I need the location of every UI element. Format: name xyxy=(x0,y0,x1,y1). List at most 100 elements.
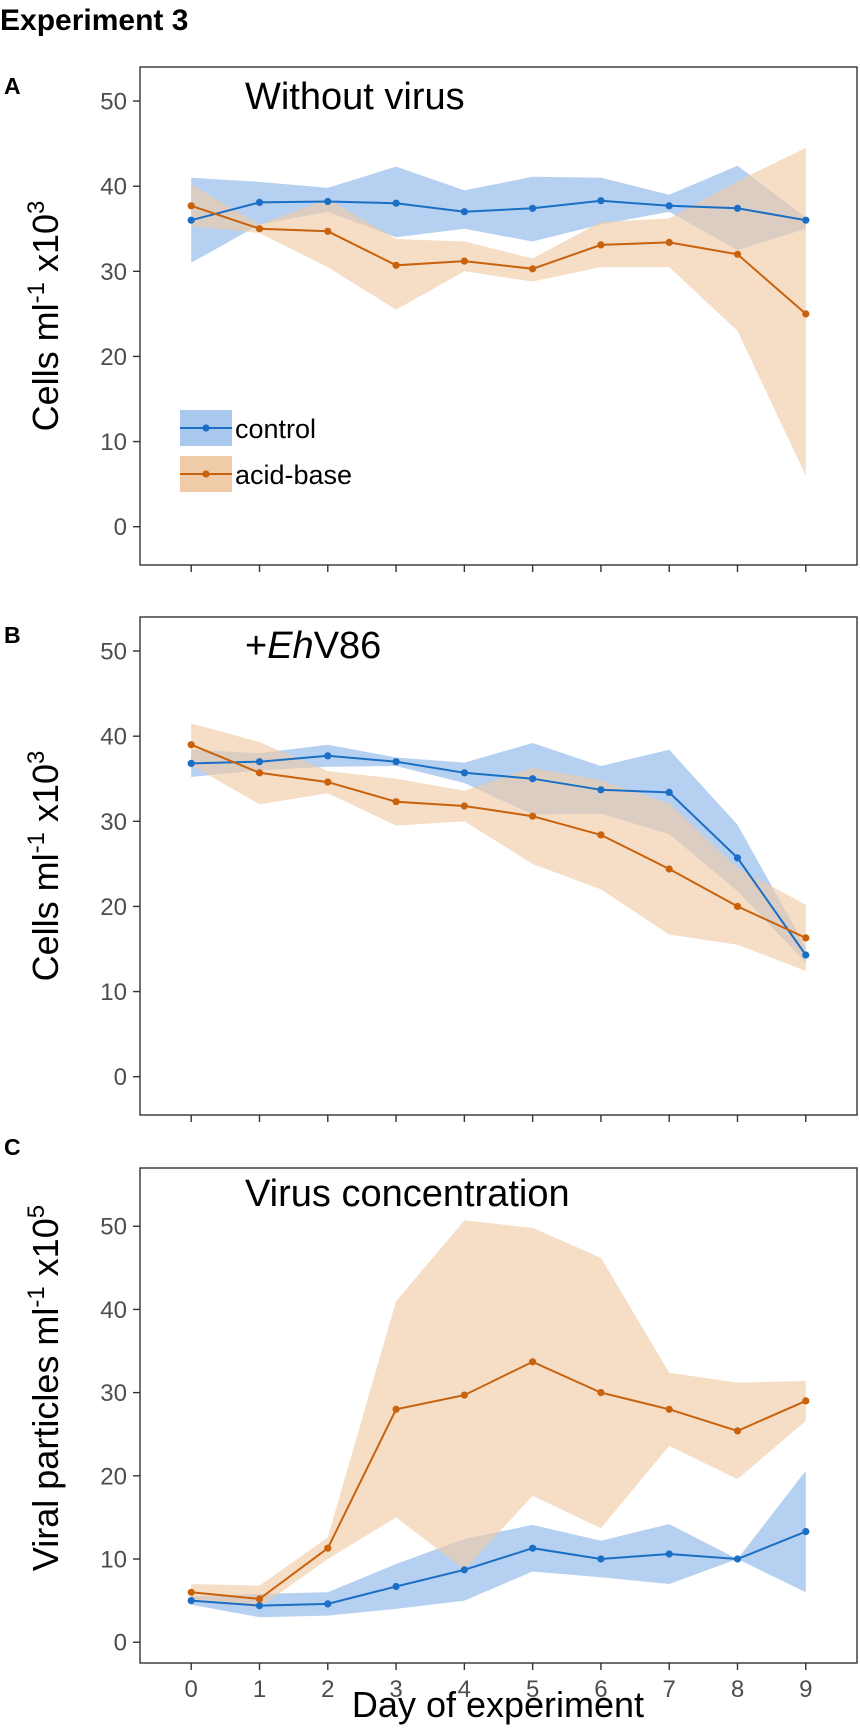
acid-base-point xyxy=(187,202,195,210)
control-point xyxy=(460,769,468,777)
y-tick-label: 30 xyxy=(100,809,127,836)
control-ci-band xyxy=(191,165,806,263)
y-tick-label: 0 xyxy=(114,1630,127,1657)
control-point xyxy=(597,786,605,794)
y-axis-title-part: Cells ml xyxy=(25,853,66,981)
control-point xyxy=(665,1550,673,1558)
y-tick-label: 20 xyxy=(100,894,127,921)
plot-frame xyxy=(139,616,858,1116)
panel-letter: A xyxy=(4,73,21,99)
y-tick-label: 40 xyxy=(100,174,127,201)
x-tick-label: 8 xyxy=(731,1676,744,1703)
y-tick-label: 10 xyxy=(100,429,127,456)
acid-base-ci-band xyxy=(191,1220,806,1608)
panel-title: +EhV86 xyxy=(245,625,381,667)
y-axis-title-part: 5 xyxy=(23,1205,50,1218)
control-point xyxy=(733,854,742,862)
y-axis-title: Cells ml-1 x103 xyxy=(23,201,66,432)
control-point xyxy=(733,204,742,212)
control-point xyxy=(460,208,468,216)
panel-title-part: + xyxy=(245,625,267,667)
control-point xyxy=(665,788,673,797)
plot-area xyxy=(187,147,810,476)
acid-base-point xyxy=(324,1544,332,1552)
legend-item-acid-base: acid-base xyxy=(180,456,352,492)
x-tick-label: 4 xyxy=(458,1676,471,1703)
acid-base-point xyxy=(733,1427,742,1435)
acid-base-point xyxy=(187,741,195,749)
x-axis-title: Day of experiment xyxy=(352,1684,644,1725)
control-point xyxy=(324,752,332,760)
acid-base-point xyxy=(665,865,673,873)
acid-base-point xyxy=(460,802,468,810)
acid-base-point xyxy=(529,812,537,820)
control-point xyxy=(665,202,673,210)
x-tick-label: 5 xyxy=(526,1676,539,1703)
control-point xyxy=(324,1600,332,1608)
acid-base-point xyxy=(529,265,537,273)
acid-base-ci-band xyxy=(191,147,806,476)
acid-base-point xyxy=(733,250,742,258)
y-tick-label: 50 xyxy=(100,1214,127,1241)
x-tick-label: 3 xyxy=(389,1676,402,1703)
y-axis-title-part: -1 xyxy=(23,282,50,303)
y-tick-label: 30 xyxy=(100,259,127,286)
panel-letter: B xyxy=(4,622,21,648)
panel-b: B 0 10 20 30 40 50 +EhV86 Cells ml-1 x103 xyxy=(4,616,858,1122)
control-ci-band xyxy=(191,1470,806,1618)
panel-a: A 0 10 20 30 40 50 Without virus Cells ml-1 x103… xyxy=(4,66,858,572)
panel-c: C 0 10 20 30 40 50 0 1 2 3 4 5 6 7 8 9 Virus concentratio… xyxy=(4,1134,858,1725)
acid-base-point xyxy=(460,1391,468,1399)
control-point xyxy=(187,759,195,768)
control-point xyxy=(255,198,264,206)
acid-base-line xyxy=(191,1360,807,1600)
acid-base-point xyxy=(392,261,400,269)
control-point xyxy=(597,197,605,205)
control-point xyxy=(324,197,332,206)
control-point xyxy=(187,216,195,224)
y-tick-label: 0 xyxy=(114,514,127,541)
y-tick-label: 50 xyxy=(100,639,127,666)
y-tick-label: 0 xyxy=(114,1064,127,1091)
y-tick-label: 40 xyxy=(100,1297,127,1324)
control-point xyxy=(802,1528,810,1536)
acid-base-point xyxy=(392,1405,400,1413)
y-axis-title-part: x10 xyxy=(25,1218,66,1286)
control-line xyxy=(190,199,806,222)
legend-label: acid-base xyxy=(235,460,352,490)
acid-base-point xyxy=(392,798,400,806)
legend-label: control xyxy=(235,414,316,444)
acid-base-point xyxy=(255,1595,264,1603)
acid-base-point xyxy=(802,310,810,318)
control-line xyxy=(191,1530,807,1607)
y-axis-title-part: -1 xyxy=(23,1286,50,1307)
acid-base-point xyxy=(597,831,605,839)
legend: control acid-base xyxy=(180,410,352,492)
acid-base-point xyxy=(324,778,332,786)
acid-base-point xyxy=(460,257,468,265)
control-point xyxy=(392,199,400,207)
plot-area xyxy=(187,1220,810,1618)
y-axis-title-part: Cells ml xyxy=(25,303,66,431)
y-tick-label: 20 xyxy=(100,344,127,371)
y-axis-title-part: Viral particles ml xyxy=(25,1308,66,1571)
x-tick-label: 6 xyxy=(594,1676,607,1703)
control-point xyxy=(392,758,400,766)
acid-base-line xyxy=(190,204,807,315)
y-axis-title-part: x10 xyxy=(25,764,66,832)
acid-base-point xyxy=(324,227,332,235)
control-point xyxy=(529,775,537,783)
y-axis-title-part: 3 xyxy=(23,201,50,214)
control-point xyxy=(255,1602,264,1610)
y-tick-label: 30 xyxy=(100,1380,127,1407)
acid-base-point xyxy=(597,241,605,249)
y-axis-title: Cells ml-1 x103 xyxy=(23,751,66,982)
acid-base-point xyxy=(733,902,742,911)
y-axis-title-part: -1 xyxy=(23,832,50,853)
acid-base-point xyxy=(187,1588,195,1596)
acid-base-line xyxy=(190,743,807,939)
figure-title: Experiment 3 xyxy=(0,4,188,37)
x-tick-label: 9 xyxy=(799,1676,812,1703)
